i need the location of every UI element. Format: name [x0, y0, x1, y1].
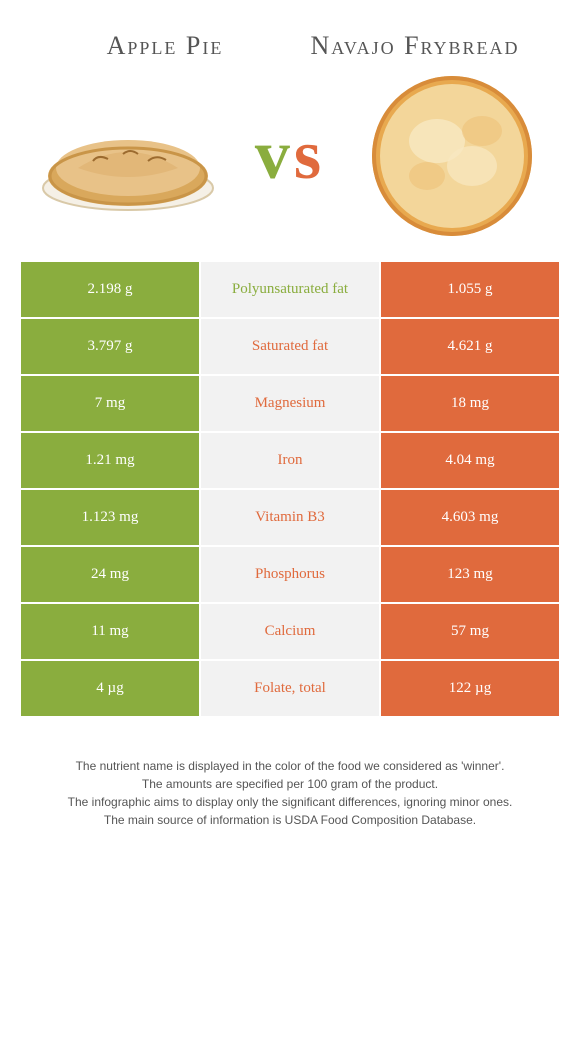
nutrient-label: Folate, total: [200, 660, 380, 717]
nutrient-label: Phosphorus: [200, 546, 380, 603]
value-left: 3.797 g: [20, 318, 200, 375]
value-right: 123 mg: [380, 546, 560, 603]
apple-pie-icon: [38, 81, 218, 231]
nutrient-label: Saturated fat: [200, 318, 380, 375]
food-left-title: Apple Pie: [40, 30, 290, 61]
value-left: 7 mg: [20, 375, 200, 432]
value-left: 1.21 mg: [20, 432, 200, 489]
food-right-title: Navajo Frybread: [290, 30, 540, 61]
value-right: 57 mg: [380, 603, 560, 660]
header: Apple Pie Navajo Frybread: [0, 0, 580, 71]
value-right: 4.04 mg: [380, 432, 560, 489]
image-row: vs: [0, 71, 580, 261]
vs-label: vs: [255, 116, 325, 196]
value-left: 11 mg: [20, 603, 200, 660]
nutrient-label: Iron: [200, 432, 380, 489]
value-left: 4 µg: [20, 660, 200, 717]
value-right: 18 mg: [380, 375, 560, 432]
value-left: 1.123 mg: [20, 489, 200, 546]
nutrient-table: 2.198 gPolyunsaturated fat1.055 g3.797 g…: [20, 261, 560, 717]
table-row: 1.123 mgVitamin B34.603 mg: [20, 489, 560, 546]
value-right: 4.621 g: [380, 318, 560, 375]
footer-line: The nutrient name is displayed in the co…: [20, 757, 560, 775]
value-right: 1.055 g: [380, 261, 560, 318]
value-right: 122 µg: [380, 660, 560, 717]
footer-line: The main source of information is USDA F…: [20, 811, 560, 829]
table-row: 7 mgMagnesium18 mg: [20, 375, 560, 432]
value-left: 2.198 g: [20, 261, 200, 318]
footer-line: The infographic aims to display only the…: [20, 793, 560, 811]
table-row: 24 mgPhosphorus123 mg: [20, 546, 560, 603]
nutrient-label: Magnesium: [200, 375, 380, 432]
table-row: 1.21 mgIron4.04 mg: [20, 432, 560, 489]
nutrient-label: Calcium: [200, 603, 380, 660]
frybread-icon: [362, 81, 542, 231]
footer-line: The amounts are specified per 100 gram o…: [20, 775, 560, 793]
value-right: 4.603 mg: [380, 489, 560, 546]
nutrient-label: Vitamin B3: [200, 489, 380, 546]
value-left: 24 mg: [20, 546, 200, 603]
table-row: 2.198 gPolyunsaturated fat1.055 g: [20, 261, 560, 318]
table-row: 4 µgFolate, total122 µg: [20, 660, 560, 717]
table-row: 3.797 gSaturated fat4.621 g: [20, 318, 560, 375]
table-row: 11 mgCalcium57 mg: [20, 603, 560, 660]
footer-notes: The nutrient name is displayed in the co…: [0, 717, 580, 869]
nutrient-label: Polyunsaturated fat: [200, 261, 380, 318]
